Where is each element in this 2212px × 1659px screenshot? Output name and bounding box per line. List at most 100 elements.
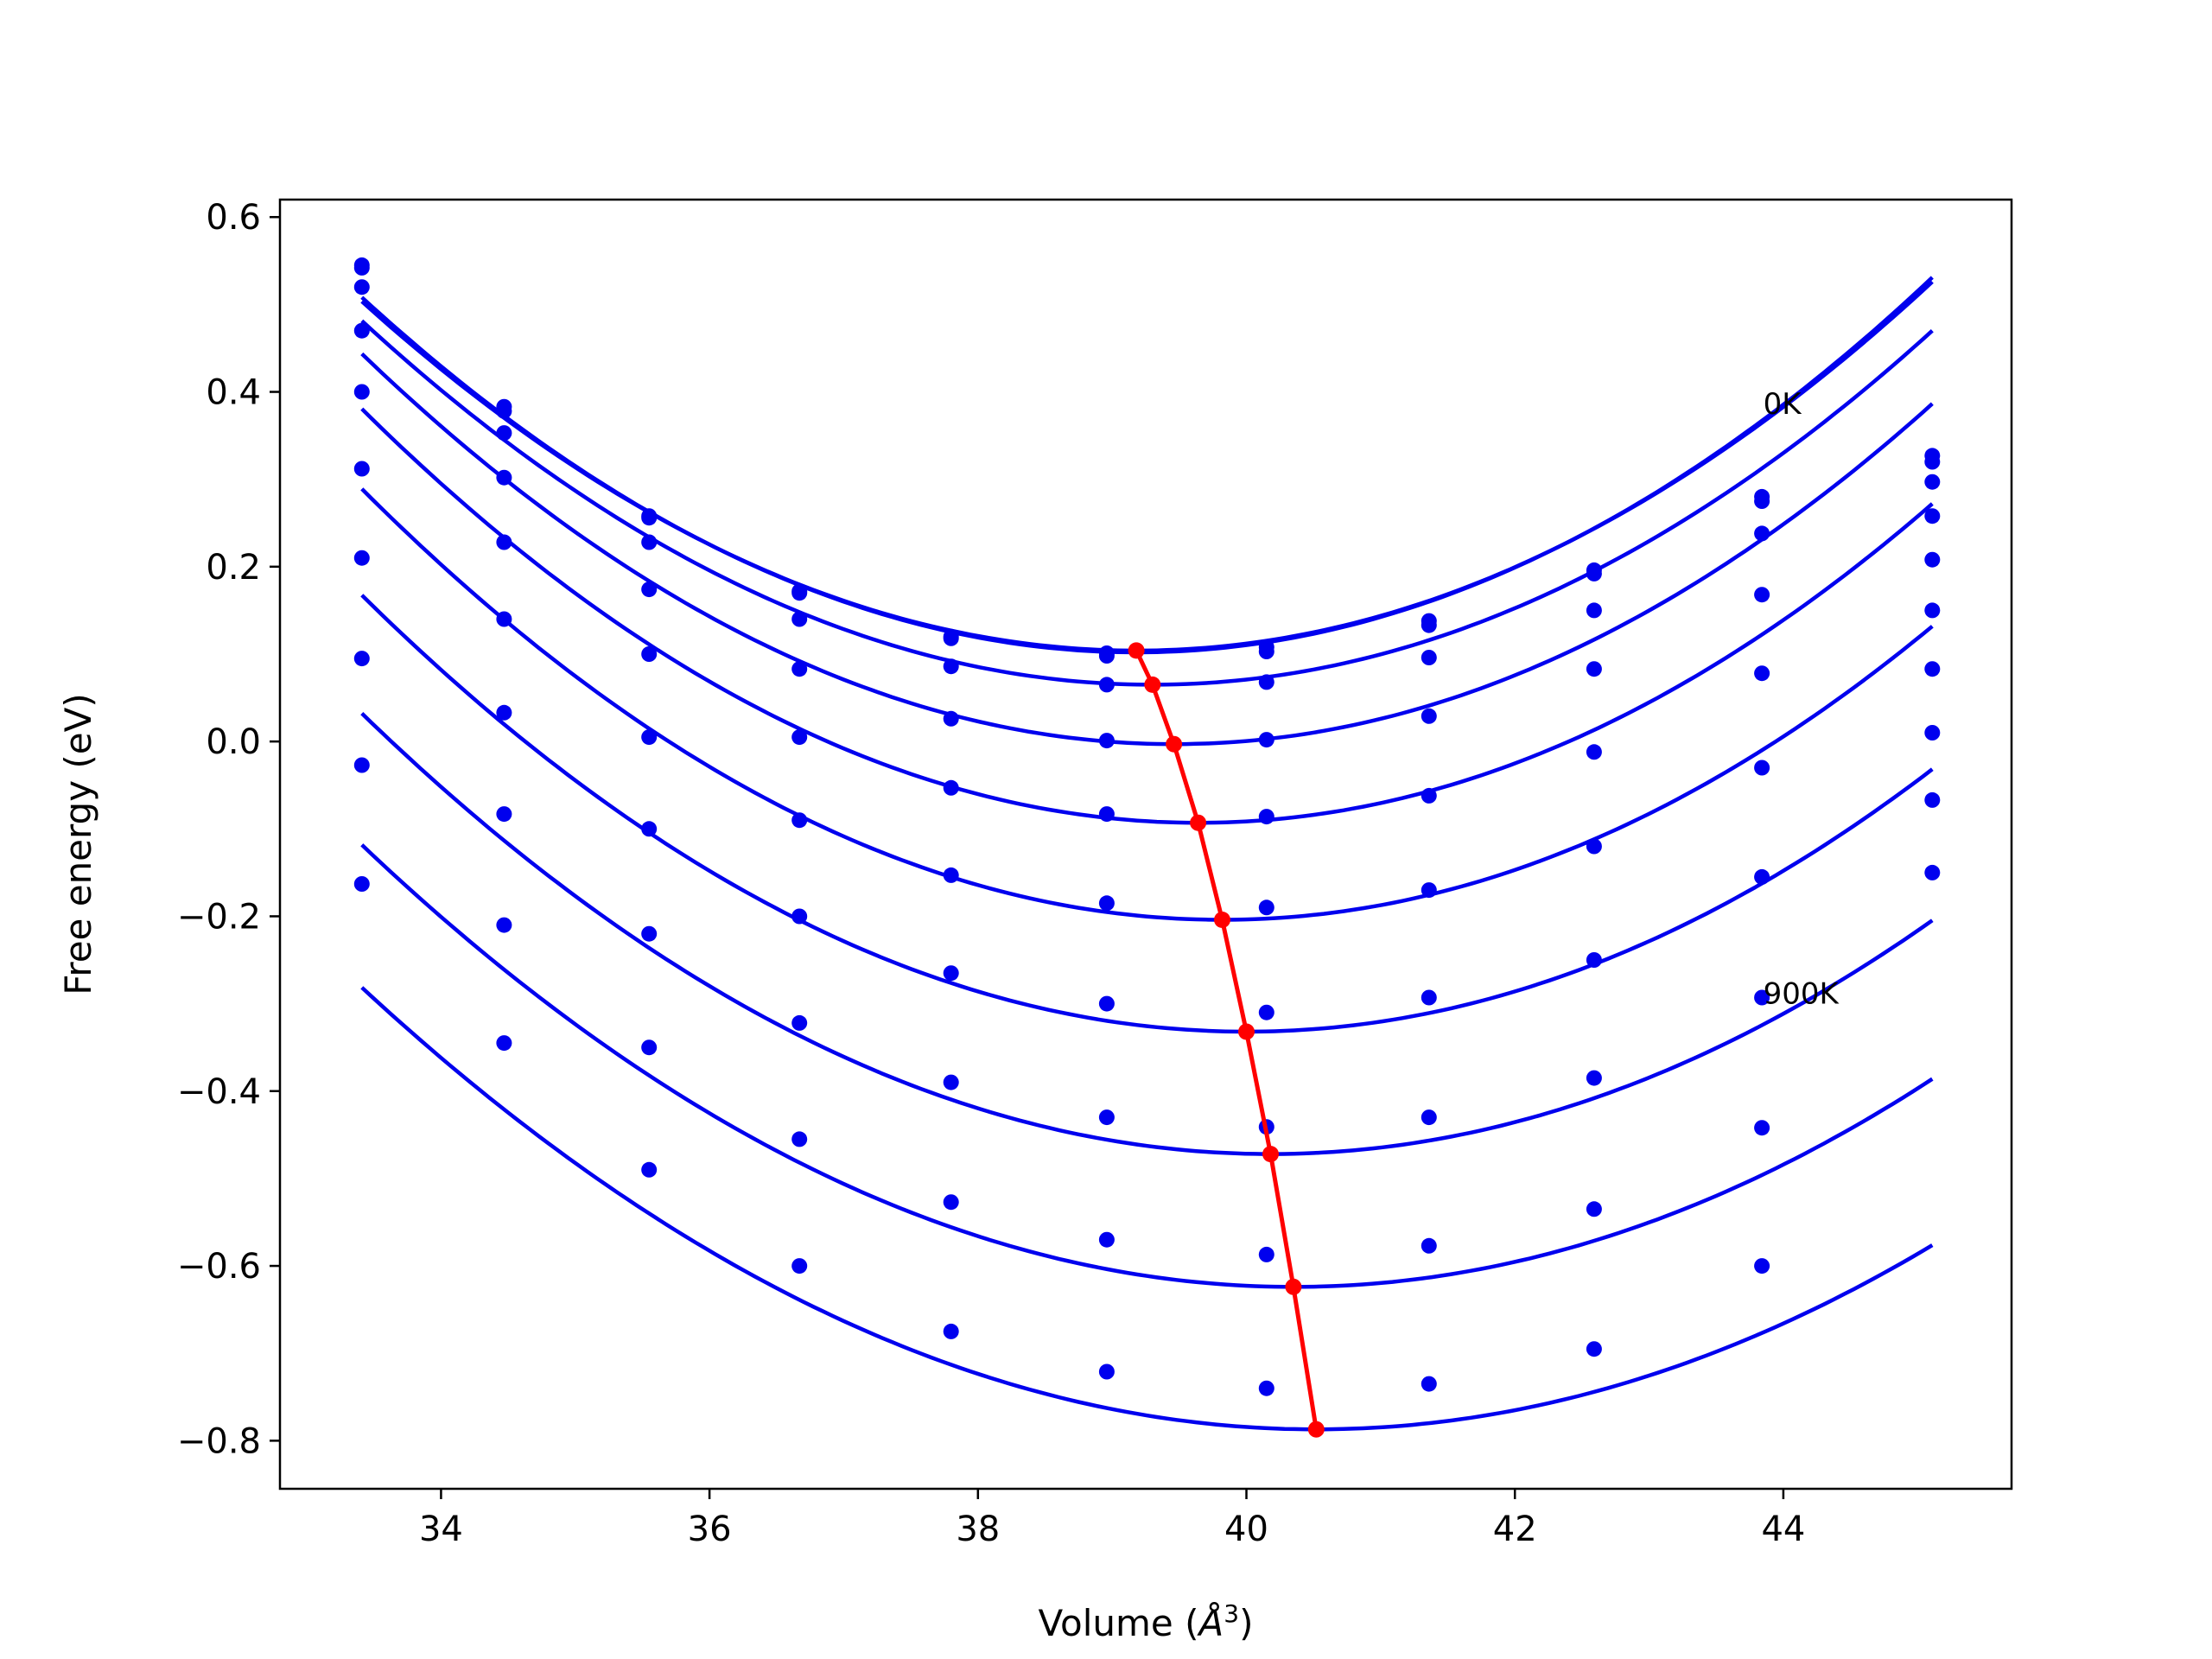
data-point-s9-8	[1586, 1341, 1602, 1357]
annotation-0: 0K	[1764, 387, 1803, 422]
data-point-s7-2	[641, 925, 658, 942]
data-point-s8-9	[1754, 1120, 1770, 1136]
data-point-s1-1	[496, 403, 512, 419]
data-point-s5-5	[1098, 895, 1115, 912]
data-point-s7-9	[1754, 989, 1770, 1006]
data-point-s8-3	[791, 1131, 808, 1147]
data-point-s2-0	[353, 279, 370, 296]
data-point-s4-7	[1421, 787, 1437, 804]
data-point-s2-5	[1098, 677, 1115, 693]
data-point-s6-8	[1586, 952, 1602, 968]
data-point-s2-8	[1586, 602, 1602, 619]
data-point-s3-1	[496, 469, 512, 486]
data-point-s3-10	[1924, 508, 1941, 524]
x-axis-label-unit: Å	[1197, 1601, 1224, 1644]
data-point-s5-8	[1586, 838, 1602, 855]
data-point-s8-8	[1586, 1201, 1602, 1217]
data-point-s5-3	[791, 812, 808, 829]
fit-curve-3	[360, 352, 1934, 747]
data-point-s4-8	[1586, 744, 1602, 760]
minimum-point-7	[1285, 1278, 1302, 1295]
data-point-s6-1	[496, 704, 512, 721]
data-point-s4-2	[641, 646, 658, 662]
data-point-s9-7	[1421, 1376, 1437, 1392]
x-axis-label-close: )	[1239, 1602, 1253, 1644]
fit-curve-1	[360, 280, 1934, 653]
data-point-s7-8	[1586, 1070, 1602, 1086]
data-point-s9-4	[943, 1323, 959, 1339]
minimum-point-5	[1238, 1023, 1255, 1040]
data-point-s6-2	[641, 821, 658, 837]
y-tick-label-7: −0.8	[177, 1421, 261, 1461]
data-point-s9-5	[1098, 1363, 1115, 1380]
data-point-s3-5	[1098, 733, 1115, 749]
y-tick-label-1: 0.4	[206, 373, 261, 413]
data-point-s9-0	[353, 876, 370, 892]
data-point-s3-2	[641, 582, 658, 598]
data-point-s7-3	[791, 1014, 808, 1031]
data-point-s1-8	[1586, 565, 1602, 582]
data-point-s8-0	[353, 757, 370, 773]
data-point-s3-0	[353, 322, 370, 339]
data-point-s4-3	[791, 729, 808, 746]
data-point-s6-7	[1421, 989, 1437, 1006]
data-point-s9-1	[496, 1035, 512, 1052]
data-point-s4-10	[1924, 551, 1941, 568]
data-point-s6-4	[943, 965, 959, 982]
minimum-point-1	[1144, 676, 1161, 693]
y-tick-label-6: −0.6	[177, 1247, 261, 1287]
fit-curve-4	[360, 407, 1934, 825]
data-point-s1-5	[1098, 648, 1115, 664]
data-point-s9-2	[641, 1161, 658, 1178]
x-axis-label-exponent: 3	[1224, 1599, 1239, 1628]
x-tick-label-0: 34	[419, 1510, 463, 1549]
data-point-s5-0	[353, 461, 370, 477]
x-tick-label-4: 42	[1493, 1510, 1537, 1549]
data-point-s1-6	[1258, 644, 1274, 659]
data-point-s1-3	[791, 585, 808, 601]
data-point-s1-2	[641, 510, 658, 526]
data-point-s2-3	[791, 611, 808, 627]
data-point-s5-7	[1421, 882, 1437, 899]
plot-content	[353, 257, 1941, 1438]
x-axis-label: Volume (Å3)	[1039, 1599, 1254, 1644]
data-point-s4-1	[496, 534, 512, 550]
data-point-s3-7	[1421, 708, 1437, 724]
data-point-s4-4	[943, 779, 959, 796]
data-point-s8-10	[1924, 791, 1941, 808]
data-point-s2-2	[641, 534, 658, 550]
data-point-s1-4	[943, 630, 959, 646]
x-axis: 34 36 38 40 42 44	[419, 1489, 1805, 1549]
data-point-s9-3	[791, 1258, 808, 1274]
data-point-s9-6	[1258, 1380, 1274, 1396]
data-point-s1-9	[1754, 493, 1770, 509]
data-point-s5-6	[1258, 899, 1274, 916]
x-axis-label-text: Volume (	[1039, 1602, 1199, 1644]
data-point-s6-3	[791, 908, 808, 925]
data-point-s2-9	[1754, 525, 1770, 542]
fit-curve-8	[360, 843, 1934, 1289]
data-point-s2-6	[1258, 674, 1274, 690]
data-point-s5-1	[496, 611, 512, 627]
minimum-point-8	[1307, 1421, 1325, 1438]
y-tick-label-3: 0.0	[206, 722, 261, 762]
fit-curve-5	[360, 487, 1934, 922]
data-point-s7-0	[353, 651, 370, 667]
data-point-s9-9	[1754, 1258, 1770, 1274]
annotations: 0K 900K	[1764, 387, 1840, 1012]
annotation-1: 900K	[1764, 977, 1840, 1012]
data-point-s7-10	[1924, 725, 1941, 741]
data-point-s4-0	[353, 384, 370, 400]
data-point-s3-4	[943, 710, 959, 727]
data-point-s2-10	[1924, 474, 1941, 490]
data-point-s9-10	[1924, 864, 1941, 880]
data-point-s5-10	[1924, 602, 1941, 619]
x-tick-label-3: 40	[1224, 1510, 1268, 1549]
minimum-point-4	[1214, 912, 1230, 928]
data-point-s3-8	[1586, 661, 1602, 677]
data-point-s6-9	[1754, 868, 1770, 885]
data-point-s5-4	[943, 867, 959, 883]
data-point-s7-4	[943, 1074, 959, 1090]
y-axis: 0.6 0.4 0.2 0.0 −0.2 −0.4 −0.6 −0.8	[177, 198, 280, 1461]
